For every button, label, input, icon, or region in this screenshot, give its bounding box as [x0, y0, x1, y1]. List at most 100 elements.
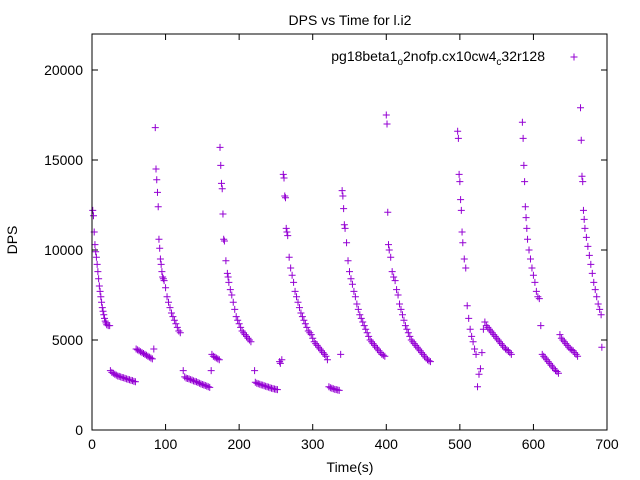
data-point — [368, 338, 376, 346]
data-point — [279, 170, 287, 178]
data-point — [371, 341, 379, 349]
data-point — [409, 338, 417, 346]
y-tick-label: 0 — [75, 422, 83, 438]
data-point — [418, 349, 426, 357]
x-tick-label: 0 — [88, 436, 96, 452]
data-point — [529, 271, 537, 279]
data-point — [297, 309, 305, 317]
data-point — [490, 331, 498, 339]
data-point — [262, 382, 270, 390]
data-point — [218, 185, 226, 193]
data-point — [556, 331, 564, 339]
data-point — [357, 314, 365, 322]
data-point — [111, 370, 119, 378]
data-point — [298, 313, 306, 321]
data-point — [134, 346, 142, 354]
data-point — [531, 278, 539, 286]
data-point — [384, 208, 392, 216]
data-points — [89, 104, 606, 394]
data-point — [523, 224, 531, 232]
data-point — [585, 251, 593, 259]
data-point — [201, 382, 209, 390]
data-point — [200, 381, 208, 389]
data-point — [520, 161, 528, 169]
data-point — [219, 210, 227, 218]
data-point — [476, 365, 484, 373]
data-point — [384, 241, 392, 249]
data-point — [108, 368, 116, 376]
data-point — [144, 352, 152, 360]
data-point — [156, 255, 164, 263]
data-point — [157, 260, 165, 268]
legend-label-sub2: c — [496, 57, 501, 68]
data-point — [245, 336, 253, 344]
data-point — [260, 382, 268, 390]
data-point — [504, 347, 512, 355]
data-point — [120, 374, 128, 382]
data-point — [404, 329, 412, 337]
data-point — [95, 282, 103, 290]
data-point — [528, 264, 536, 272]
data-point — [579, 206, 587, 214]
legend-label-tail: 32r128 — [501, 48, 545, 64]
y-tick-label: 20000 — [44, 62, 83, 78]
data-point — [309, 334, 317, 342]
data-point — [320, 350, 328, 358]
data-point — [326, 384, 334, 392]
data-point — [241, 331, 249, 339]
data-point — [301, 320, 309, 328]
x-tick-label: 500 — [448, 436, 472, 452]
data-point — [304, 327, 312, 335]
data-point — [400, 316, 408, 324]
data-point — [224, 273, 232, 281]
data-point — [454, 127, 462, 135]
data-point — [234, 316, 242, 324]
data-point — [254, 380, 262, 388]
data-point — [521, 203, 529, 211]
data-point — [162, 284, 170, 292]
data-point — [303, 323, 311, 331]
data-point — [491, 332, 499, 340]
data-point — [132, 345, 140, 353]
data-point — [207, 367, 215, 375]
data-point — [553, 368, 561, 375]
data-point — [383, 120, 391, 128]
data-point — [325, 383, 333, 391]
data-point — [388, 268, 396, 276]
data-point — [203, 382, 211, 390]
data-point — [318, 347, 326, 355]
x-axis-label: Time(s) — [327, 459, 374, 475]
data-point — [316, 345, 324, 353]
data-point — [344, 257, 352, 265]
data-point — [373, 345, 381, 353]
data-point — [571, 349, 579, 357]
legend-marker-plus — [570, 53, 578, 61]
data-point — [421, 352, 429, 360]
data-point — [266, 384, 274, 392]
data-point — [391, 277, 399, 285]
data-point — [280, 174, 288, 182]
data-point — [96, 287, 104, 295]
data-point — [356, 311, 364, 319]
data-point — [554, 369, 562, 377]
data-point — [100, 311, 108, 319]
data-point — [519, 134, 527, 142]
data-point — [407, 336, 415, 344]
data-point — [406, 332, 414, 340]
data-point — [547, 361, 555, 369]
data-point — [337, 350, 345, 358]
data-point — [194, 378, 202, 386]
data-point — [532, 287, 540, 295]
data-point — [141, 350, 149, 358]
data-point — [413, 343, 421, 351]
data-point — [237, 323, 245, 331]
data-point — [340, 205, 348, 213]
data-point — [496, 338, 504, 346]
data-point — [300, 316, 308, 324]
data-point — [153, 188, 161, 196]
data-point — [238, 327, 246, 335]
data-point — [173, 323, 181, 331]
data-point — [232, 313, 240, 321]
data-point — [341, 224, 349, 232]
data-point — [410, 340, 418, 348]
